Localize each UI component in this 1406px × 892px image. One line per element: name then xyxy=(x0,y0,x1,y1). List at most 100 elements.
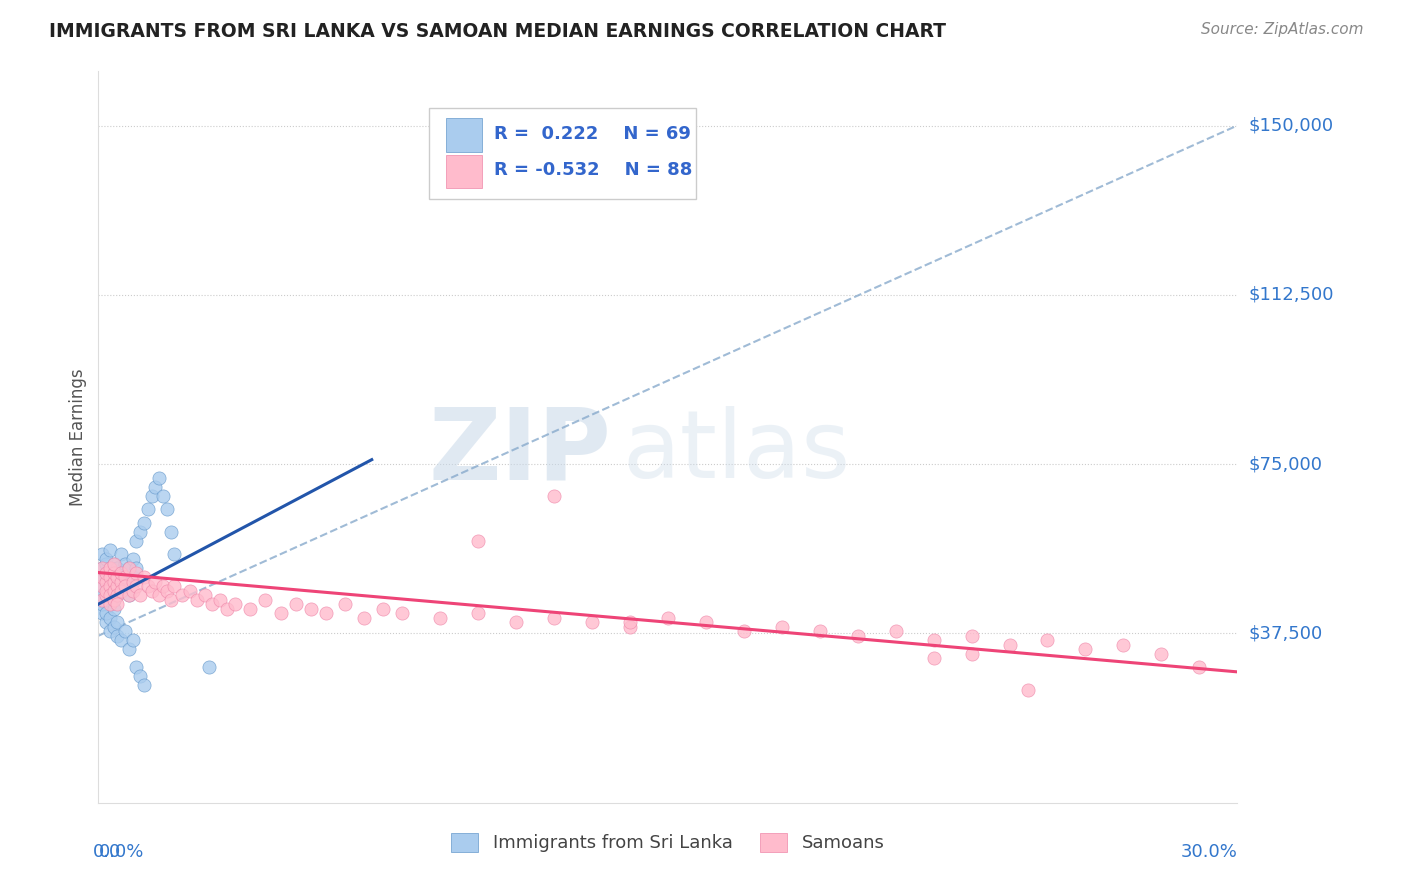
Point xyxy=(94,574,117,589)
Text: 0.0: 0.0 xyxy=(93,843,121,861)
Point xyxy=(429,610,451,624)
Point xyxy=(270,606,292,620)
Text: 0.0%: 0.0% xyxy=(98,843,143,861)
Point xyxy=(103,592,125,607)
FancyBboxPatch shape xyxy=(446,118,482,152)
Point xyxy=(91,548,114,562)
Point xyxy=(254,592,277,607)
Text: $150,000: $150,000 xyxy=(1249,117,1333,135)
Point xyxy=(110,566,132,580)
Point xyxy=(125,561,148,575)
Point xyxy=(91,570,114,584)
Point xyxy=(110,548,132,562)
Point xyxy=(1018,682,1040,697)
Point xyxy=(118,561,141,575)
Point xyxy=(98,570,121,584)
Text: IMMIGRANTS FROM SRI LANKA VS SAMOAN MEDIAN EARNINGS CORRELATION CHART: IMMIGRANTS FROM SRI LANKA VS SAMOAN MEDI… xyxy=(49,22,946,41)
Point xyxy=(145,574,167,589)
Point xyxy=(619,615,641,630)
Point xyxy=(315,606,337,620)
Point xyxy=(103,620,125,634)
Text: R = -0.532    N = 88: R = -0.532 N = 88 xyxy=(494,161,692,179)
Point xyxy=(145,480,167,494)
FancyBboxPatch shape xyxy=(446,154,482,188)
Point xyxy=(960,629,983,643)
Point xyxy=(208,592,231,607)
Point xyxy=(121,633,143,648)
Point xyxy=(94,552,117,566)
Point xyxy=(201,597,224,611)
Point xyxy=(98,597,121,611)
Point xyxy=(94,588,117,602)
Point xyxy=(371,601,394,615)
Point xyxy=(217,601,239,615)
Point xyxy=(91,597,114,611)
Point xyxy=(94,588,117,602)
Text: $112,500: $112,500 xyxy=(1249,285,1334,304)
Point xyxy=(107,579,129,593)
Point xyxy=(103,557,125,571)
Point xyxy=(107,561,129,575)
Point xyxy=(103,583,125,598)
Point xyxy=(114,624,136,639)
Point xyxy=(922,651,945,665)
Point xyxy=(194,588,217,602)
Text: R =  0.222    N = 69: R = 0.222 N = 69 xyxy=(494,125,690,143)
Point xyxy=(98,579,121,593)
Point xyxy=(505,615,527,630)
Point xyxy=(91,588,114,602)
Point xyxy=(543,610,565,624)
Point xyxy=(98,570,121,584)
Point xyxy=(998,638,1021,652)
Point xyxy=(94,583,117,598)
Point xyxy=(159,592,181,607)
Point xyxy=(808,624,831,639)
Point xyxy=(163,579,186,593)
Point xyxy=(132,678,155,692)
Point xyxy=(98,579,121,593)
Point xyxy=(163,548,186,562)
Point xyxy=(132,570,155,584)
Point xyxy=(103,574,125,589)
Point xyxy=(125,579,148,593)
Point xyxy=(467,606,489,620)
Point xyxy=(152,579,174,593)
Point xyxy=(125,566,148,580)
Point xyxy=(107,597,129,611)
Point xyxy=(239,601,262,615)
Point xyxy=(118,642,141,657)
Point xyxy=(391,606,413,620)
Point xyxy=(118,588,141,602)
Point xyxy=(121,583,143,598)
Point xyxy=(98,610,121,624)
Point xyxy=(114,579,136,593)
Point xyxy=(107,570,129,584)
Point xyxy=(657,610,679,624)
Point xyxy=(1112,638,1135,652)
Point xyxy=(98,597,121,611)
Point xyxy=(284,597,307,611)
Point xyxy=(121,552,143,566)
Point xyxy=(103,557,125,571)
Point xyxy=(136,579,159,593)
Point xyxy=(884,624,907,639)
Point xyxy=(91,561,114,575)
Point xyxy=(125,660,148,674)
Point xyxy=(1036,633,1059,648)
Point xyxy=(91,592,114,607)
Point xyxy=(695,615,717,630)
Point xyxy=(107,588,129,602)
Text: 30.0%: 30.0% xyxy=(1181,843,1237,861)
Point xyxy=(98,543,121,558)
Point xyxy=(114,557,136,571)
Point xyxy=(110,633,132,648)
Point xyxy=(114,579,136,593)
Point xyxy=(94,583,117,598)
Point xyxy=(103,574,125,589)
Point xyxy=(1074,642,1097,657)
Point xyxy=(118,588,141,602)
Point xyxy=(107,615,129,630)
Point xyxy=(129,588,152,602)
Point xyxy=(121,570,143,584)
Point xyxy=(110,574,132,589)
